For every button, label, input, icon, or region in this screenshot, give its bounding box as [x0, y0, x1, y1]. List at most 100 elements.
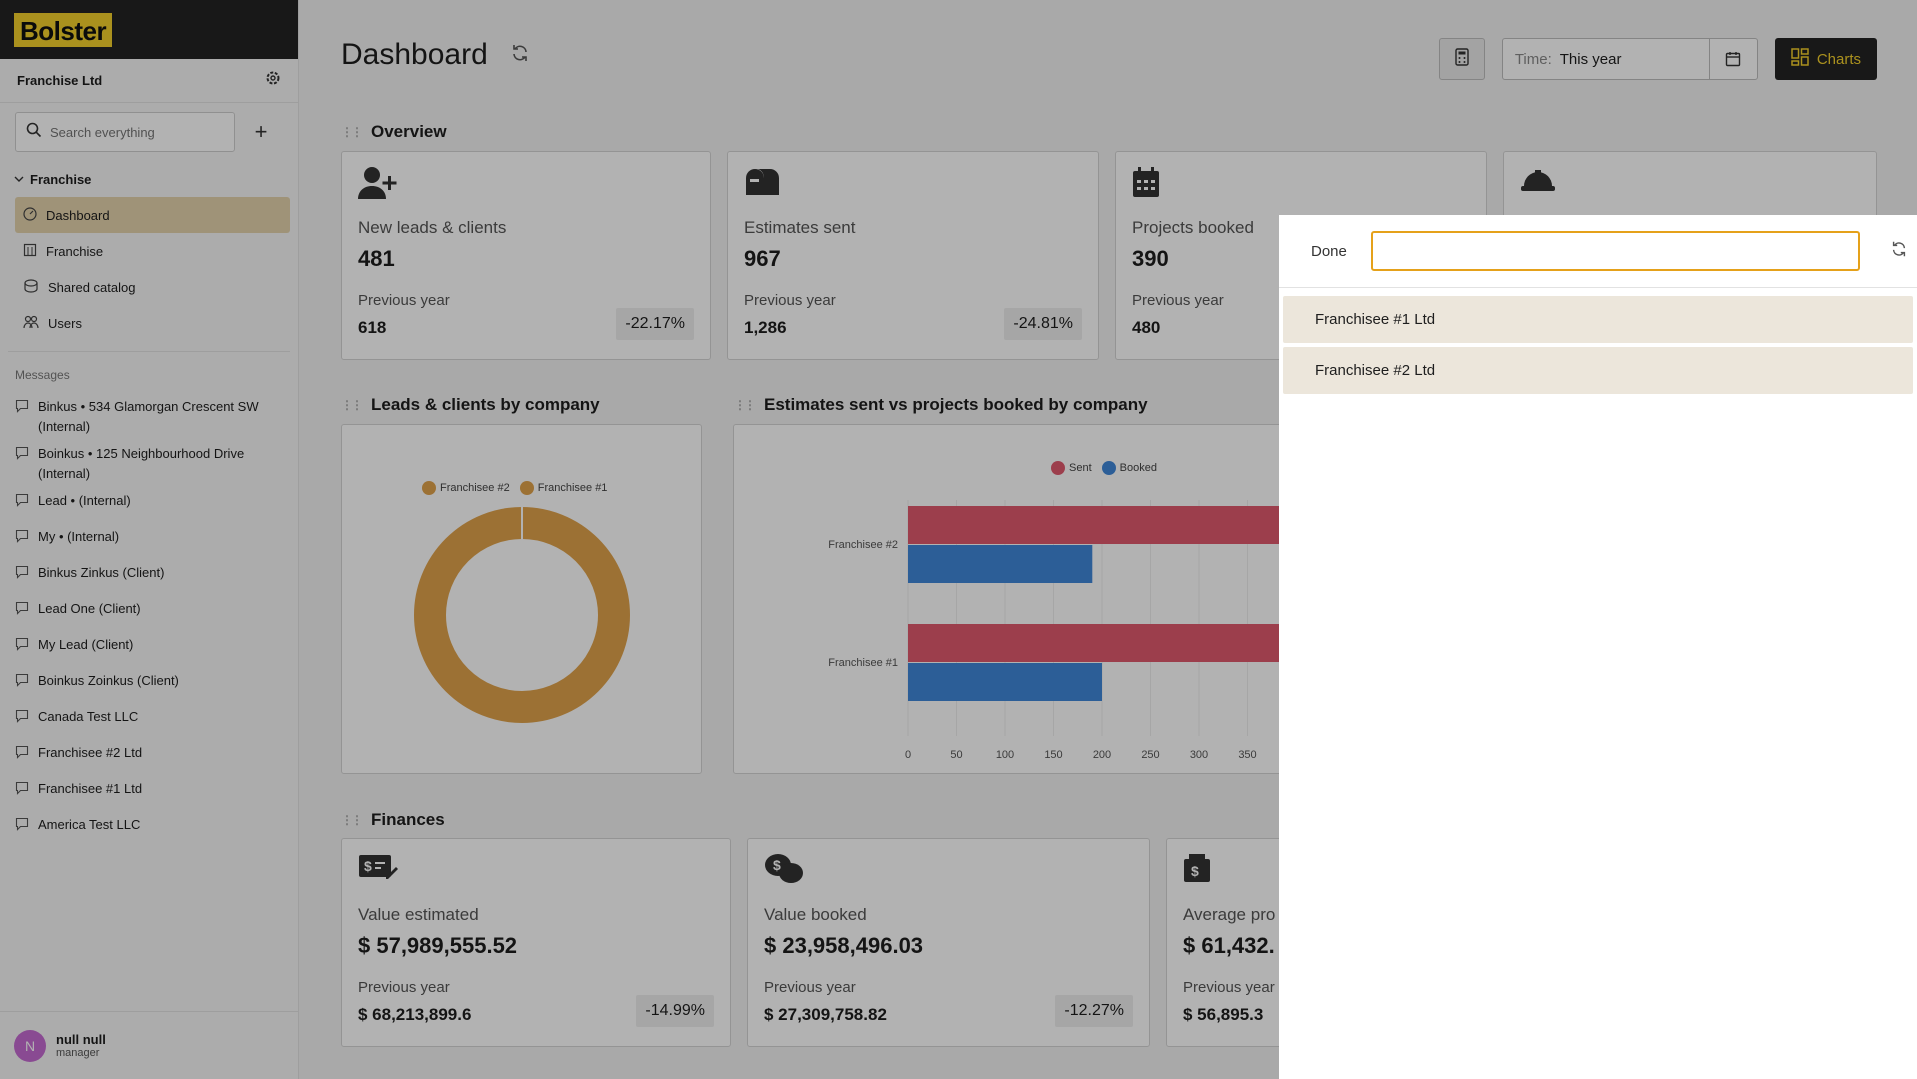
finances-title: ⋮⋮ Finances [341, 810, 445, 830]
x-tick-label: 50 [950, 749, 962, 761]
kpi-label: New leads & clients [358, 218, 507, 237]
sidebar-item-label: Users [48, 315, 82, 331]
message-item[interactable]: Canada Test LLC [0, 700, 298, 736]
message-item[interactable]: My • (Internal) [0, 520, 298, 556]
chat-bubble-icon [15, 565, 29, 582]
legend-label: Franchisee #2 [440, 481, 510, 494]
panel-option[interactable]: Franchisee #2 Ltd [1283, 347, 1913, 394]
kpi-change-badge: -24.81% [1004, 308, 1082, 340]
legend-item[interactable]: Franchisee #1 [519, 481, 607, 495]
divider [8, 351, 290, 352]
bar-booked [908, 545, 1093, 583]
message-item[interactable]: Franchisee #2 Ltd [0, 736, 298, 772]
calculator-button[interactable] [1438, 38, 1485, 80]
calculator-icon [1455, 47, 1469, 71]
sidebar-item-franchise[interactable]: Franchise [15, 233, 290, 269]
panel-header: Done [1279, 215, 1917, 288]
drag-handle-icon[interactable]: ⋮⋮ [341, 398, 363, 412]
legend-item[interactable]: Franchisee #2 [422, 481, 510, 495]
svg-text:$: $ [364, 858, 372, 874]
message-label: My • (Internal) [38, 529, 120, 544]
message-label: Binkus • 534 Glamorgan Crescent SW (Inte… [38, 399, 259, 434]
legend-item[interactable]: Sent [1051, 461, 1092, 475]
calendar-icon[interactable] [1708, 39, 1757, 79]
x-tick-label: 300 [1190, 749, 1208, 761]
chart-legend: Sent Booked [1051, 461, 1157, 475]
time-value: This year [1559, 50, 1622, 68]
drag-handle-icon[interactable]: ⋮⋮ [341, 813, 363, 827]
message-label: Boinkus Zoinkus (Client) [38, 673, 179, 688]
charts-button[interactable]: Charts [1774, 38, 1877, 80]
sidebar-item-label: Franchise [46, 243, 104, 259]
sidebar-item-users[interactable]: Users [15, 305, 290, 341]
sidebar-item-label: Dashboard [46, 207, 110, 223]
sidebar-item-shared-catalog[interactable]: Shared catalog [15, 269, 290, 305]
kpi-change-badge: -22.17% [616, 308, 694, 340]
money-pen-icon: $ [358, 853, 398, 886]
overview-title: ⋮⋮ Overview [341, 122, 447, 142]
search-input[interactable] [50, 124, 220, 140]
calendar-icon [1132, 166, 1160, 203]
kpi-value: 481 [358, 246, 395, 271]
message-item[interactable]: America Test LLC [0, 808, 298, 844]
drag-handle-icon[interactable]: ⋮⋮ [734, 398, 756, 412]
message-item[interactable]: Binkus • 534 Glamorgan Crescent SW (Inte… [0, 390, 298, 437]
sidebar-item-dashboard[interactable]: Dashboard [15, 197, 290, 233]
x-tick-label: 350 [1238, 749, 1256, 761]
message-label: Boinkus • 125 Neighbourhood Drive (Inter… [38, 446, 245, 481]
building-icon [23, 243, 37, 260]
gear-icon[interactable] [265, 70, 281, 91]
drag-handle-icon[interactable]: ⋮⋮ [341, 125, 363, 139]
message-label: Franchisee #1 Ltd [38, 781, 143, 796]
panel-search-input[interactable] [1370, 231, 1860, 271]
refresh-icon[interactable] [510, 43, 530, 68]
grid-icon [1791, 48, 1809, 70]
kpi-value: 390 [1132, 246, 1169, 271]
add-button[interactable]: + [254, 119, 268, 144]
hard-hat-icon [1520, 166, 1556, 199]
kpi-label: Average pro [1183, 905, 1276, 924]
user-bar[interactable]: N null null manager [0, 1011, 299, 1079]
kpi-prev-label: Previous year [744, 292, 836, 309]
top-actions: Time: This year Charts [1438, 38, 1877, 80]
message-item[interactable]: Boinkus Zoinkus (Client) [0, 664, 298, 700]
chat-bubble-icon [15, 493, 29, 510]
sidebar: Bolster Franchise Ltd + Franchise Dashbo… [0, 0, 299, 1079]
money-box-icon: $ [1183, 853, 1211, 888]
logo[interactable]: Bolster [14, 12, 113, 47]
catalog-icon [23, 278, 39, 296]
money-chat-icon: $ [764, 853, 804, 890]
kpi-value: $ 61,432. [1183, 933, 1275, 958]
org-row: Franchise Ltd [0, 59, 298, 103]
legend-item[interactable]: Booked [1101, 461, 1157, 475]
search-box[interactable] [15, 112, 235, 152]
y-category-label: Franchisee #1 [828, 657, 898, 669]
kpi-label: Value booked [764, 905, 867, 924]
kpi-change-badge: -14.99% [636, 995, 714, 1027]
message-item[interactable]: Lead • (Internal) [0, 484, 298, 520]
section-title-text: Leads & clients by company [371, 395, 600, 414]
panel-option[interactable]: Franchisee #1 Ltd [1283, 296, 1913, 343]
section-franchise[interactable]: Franchise [0, 172, 298, 187]
time-filter[interactable]: Time: This year [1501, 38, 1758, 80]
sidebar-item-label: Shared catalog [48, 279, 136, 295]
x-tick-label: 200 [1093, 749, 1111, 761]
leads-chart-card: Franchisee #2 Franchisee #1 [341, 424, 702, 774]
kpi-prev-value: $ 56,895.3 [1183, 1005, 1264, 1024]
finance-card-booked: $ Value booked $ 23,958,496.03 Previous … [747, 838, 1150, 1047]
message-item[interactable]: Franchisee #1 Ltd [0, 772, 298, 808]
kpi-prev-value: 480 [1132, 318, 1161, 337]
search-row: + [0, 112, 298, 152]
message-item[interactable]: Binkus Zinkus (Client) [0, 556, 298, 592]
chat-bubble-icon [15, 446, 29, 463]
message-item[interactable]: Lead One (Client) [0, 592, 298, 628]
legend-label: Sent [1069, 461, 1092, 474]
message-item[interactable]: Boinkus • 125 Neighbourhood Drive (Inter… [0, 437, 298, 484]
kpi-label: Value estimated [358, 905, 479, 924]
kpi-value: 967 [744, 246, 781, 271]
done-button[interactable]: Done [1311, 242, 1347, 260]
chat-bubble-icon [15, 709, 29, 726]
message-label: Canada Test LLC [38, 709, 139, 724]
message-item[interactable]: My Lead (Client) [0, 628, 298, 664]
refresh-icon[interactable] [1890, 240, 1908, 263]
